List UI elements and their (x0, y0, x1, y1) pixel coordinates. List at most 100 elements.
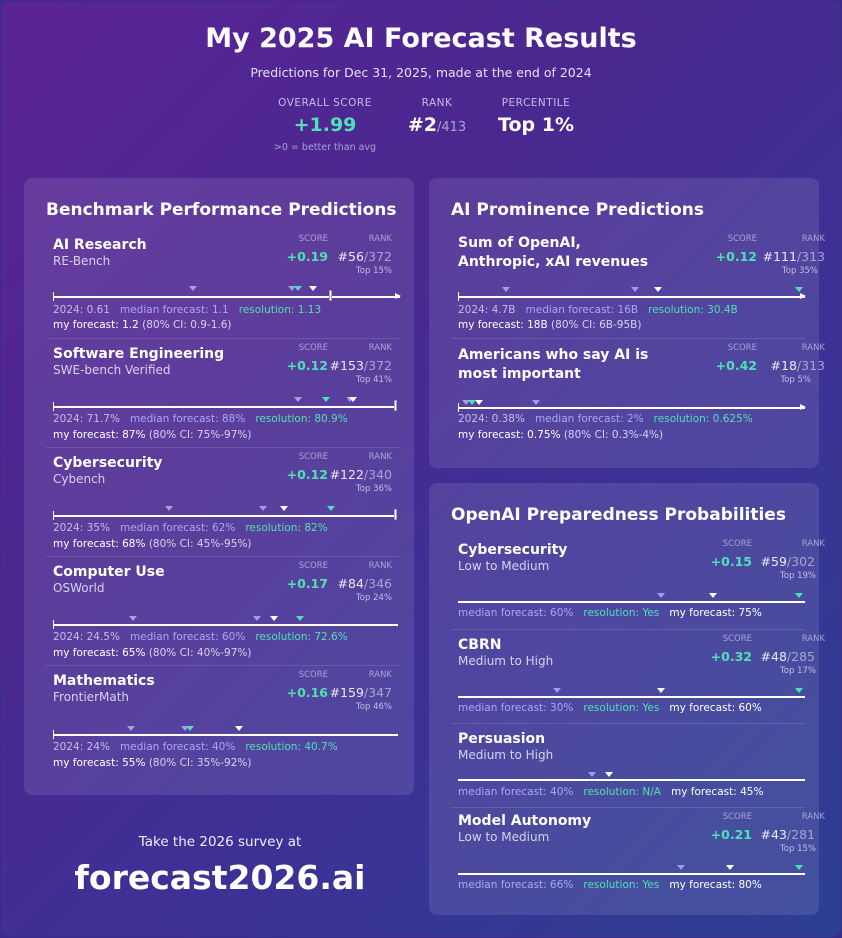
median-marker (288, 286, 296, 291)
axis (53, 292, 401, 301)
overall-score-stat: OVERALL SCORE +1.99 >0 = better than avg (269, 97, 381, 153)
baseline-text: 2024: 24% (53, 741, 110, 753)
median-text: median forecast: 66% (458, 879, 574, 891)
axis (53, 402, 396, 411)
item-sub: Low to Medium (458, 830, 550, 844)
overall-score-value: +1.99 (293, 114, 357, 136)
rank-value: #84/346 (337, 576, 392, 591)
top-percent: Top 41% (356, 375, 392, 385)
rank-value: #59/302 (760, 554, 815, 569)
rank-value: #43/281 (760, 827, 815, 842)
median-marker (259, 506, 267, 511)
baseline-text: 2024: 4.7B (458, 304, 516, 316)
my-forecast-marker (235, 726, 243, 731)
item-name: Model Autonomy (458, 813, 592, 829)
my-forecast-marker (475, 400, 483, 405)
benchmark-item-computer-use: Computer Use OSWorld SCORE +0.17 RANK #8… (46, 556, 400, 665)
preparedness-item-persuasion: Persuasion Medium to High median forecas… (451, 723, 805, 808)
axis (458, 292, 806, 301)
rank-label: RANK (801, 234, 825, 244)
benchmark-item-ai-research: AI Research RE-Bench SCORE +0.19 RANK #5… (46, 230, 401, 338)
median-text: median forecast: 60% (129, 631, 246, 643)
axis (458, 696, 805, 698)
overall-score-label: OVERALL SCORE (278, 97, 372, 109)
legend-row: median forecast: 30% resolution: Yes my fo… (458, 702, 762, 714)
score-value: +0.12 (286, 467, 328, 482)
legend-row: 2024: 71.7% median forecast: 88% resolutio… (53, 413, 358, 425)
rank-value: #159/347 (329, 685, 392, 700)
item-name: Americans who say AI is most important (458, 347, 649, 382)
item-name: Software Engineering (53, 346, 225, 362)
benchmark-title: Benchmark Performance Predictions (46, 200, 397, 220)
median-text: median forecast: 40% (458, 786, 574, 798)
benchmark-item-software-engineering: Software Engineering SWE-bench Verified … (46, 338, 400, 447)
legend-row: 2024: 24.5% median forecast: 60% resolutio… (53, 631, 358, 643)
resolution-text: resolution: Yes (583, 702, 660, 714)
legend-row: median forecast: 60% resolution: Yes my fo… (458, 607, 762, 619)
survey-link[interactable]: forecast2026.ai (74, 858, 366, 897)
preparedness-title: OpenAI Preparedness Probabilities (451, 505, 786, 525)
top-percent: Top 35% (782, 266, 818, 276)
axis-end-marker (394, 400, 397, 411)
my-forecast-text: my forecast: 87% (80% CI: 75%-97%) (53, 429, 252, 441)
cta-text: Take the 2026 survey at (138, 834, 302, 850)
my-forecast-text: my forecast: 75% (669, 607, 762, 619)
median-marker (181, 726, 189, 731)
prominence-item-americans: Americans who say AI is most important S… (451, 338, 825, 447)
median-text: median forecast: 16B (525, 304, 639, 316)
baseline-marker (165, 506, 173, 511)
rank-value: #111/313 (762, 249, 825, 264)
score-label: SCORE (722, 634, 752, 644)
median-marker (677, 865, 685, 870)
item-name: Computer Use (53, 564, 165, 580)
median-text: median forecast: 40% (119, 741, 236, 753)
score-label: SCORE (722, 812, 752, 822)
prominence-card: AI Prominence Predictions Sum of OpenAI,… (429, 178, 825, 468)
score-value: +0.19 (286, 249, 328, 264)
item-sub: Cybench (53, 472, 106, 486)
score-value: +0.21 (710, 827, 752, 842)
score-value: +0.32 (710, 649, 752, 664)
percentile-stat: PERCENTILE Top 1% (491, 97, 581, 136)
legend-row: median forecast: 66% resolution: Yes my fo… (458, 879, 762, 891)
top-percent: Top 15% (356, 266, 392, 276)
my-forecast-text: my forecast: 65% (80% CI: 40%-97%) (53, 647, 252, 659)
my-forecast-text: my forecast: 1.2 (80% CI: 0.9-1.6) (53, 319, 232, 331)
rank-value: #48/285 (760, 649, 815, 664)
baseline-marker (462, 400, 470, 405)
item-sub: RE-Bench (53, 254, 111, 268)
rank-label: RANK (801, 343, 825, 353)
axis (458, 403, 806, 412)
item-name: CBRN (458, 637, 502, 653)
baseline-text: 2024: 24.5% (53, 631, 120, 643)
item-sub: SWE-bench Verified (53, 363, 171, 377)
score-label: SCORE (727, 234, 757, 244)
my-forecast-marker (280, 506, 288, 511)
rank-label: RANK (368, 452, 392, 462)
percentile-label: PERCENTILE (501, 97, 571, 109)
page-subtitle: Predictions for Dec 31, 2025, made at th… (250, 65, 592, 80)
score-value: +0.17 (286, 576, 328, 591)
resolution-marker (186, 726, 194, 731)
median-text: median forecast: 62% (119, 522, 236, 534)
median-text: median forecast: 1.1 (119, 304, 229, 316)
item-name: Cybersecurity (458, 542, 568, 558)
prominence-item-revenues: Sum of OpenAI, Anthropic, xAI revenues S… (451, 230, 825, 338)
score-value: +0.15 (710, 554, 752, 569)
my-forecast-marker (657, 688, 665, 693)
median-text: median forecast: 30% (458, 702, 574, 714)
top-percent: Top 19% (780, 571, 816, 581)
baseline-marker (189, 286, 197, 291)
axis (53, 620, 398, 629)
score-label: SCORE (298, 343, 328, 353)
resolution-marker (296, 616, 304, 621)
resolution-text: resolution: 1.13 (238, 304, 322, 316)
legend-row: median forecast: 40% resolution: N/A my fo… (458, 786, 763, 798)
my-forecast-marker (605, 772, 613, 777)
resolution-text: resolution: 40.7% (245, 741, 338, 753)
score-value: +0.12 (286, 358, 328, 373)
benchmark-card: Benchmark Performance Predictions AI Res… (24, 178, 414, 795)
median-marker (253, 616, 261, 621)
resolution-text: resolution: 30.4B (648, 304, 738, 316)
rank-label: RANK (368, 343, 392, 353)
